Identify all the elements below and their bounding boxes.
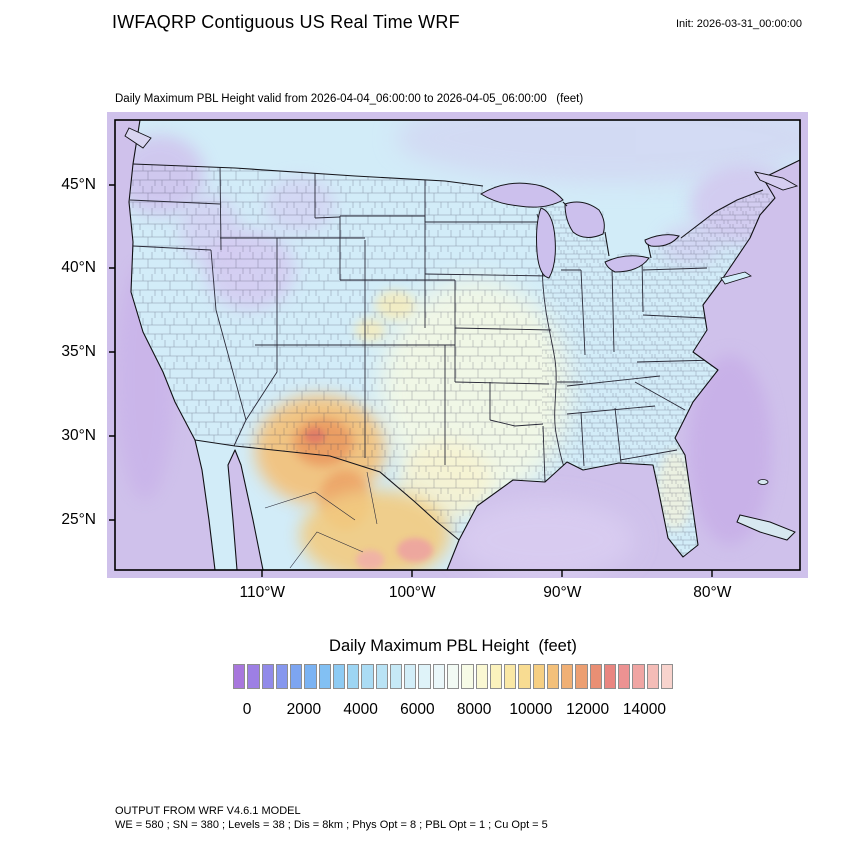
lat-tick-label: 25°N [61, 511, 96, 529]
long-island [720, 271, 752, 285]
colorbar-segment [532, 664, 545, 689]
colorbar-segment [347, 664, 360, 689]
colorbar-segment [461, 664, 474, 689]
colorbar-tick-label: 4000 [343, 701, 378, 718]
lon-tick-label: 80°W [693, 584, 732, 601]
nova-scotia [754, 171, 799, 191]
colorbar-segment [404, 664, 417, 689]
lake-michigan [536, 207, 556, 279]
colorbar-segment [332, 664, 346, 689]
colorbar-segment [561, 664, 574, 689]
lake-ontario [644, 234, 680, 247]
lake-superior [480, 182, 564, 208]
bahamas-island [757, 479, 769, 485]
model-footer: OUTPUT FROM WRF V4.6.1 MODEL WE = 580 ; … [115, 805, 548, 832]
colorbar-tick-label: 8000 [456, 701, 492, 718]
lat-tick-label: 30°N [61, 426, 96, 444]
colorbar-tick-label: 10000 [509, 701, 553, 718]
lake-huron [564, 201, 605, 238]
footer-line-1: OUTPUT FROM WRF V4.6.1 MODEL [115, 805, 301, 817]
gulf-light-patch [455, 500, 635, 580]
colorbar-segment [446, 664, 460, 689]
colorbar-segment [632, 664, 645, 689]
lon-tick-label: 100°W [388, 584, 436, 601]
colorbar-segment [589, 664, 602, 689]
map-figure [107, 112, 808, 580]
colorbar-segment [575, 664, 588, 689]
page-title: IWFAQRP Contiguous US Real Time WRF [112, 12, 460, 32]
init-timestamp: Init: 2026-03-31_00:00:00 [676, 18, 802, 30]
colorbar-segment [546, 664, 560, 689]
colorbar-segment [504, 664, 517, 689]
colorbar-segment [375, 664, 388, 689]
colorbar-segment [646, 664, 659, 689]
colorbar-segment [318, 664, 331, 689]
lon-tick-label: 90°W [543, 584, 582, 601]
colorbar-tick-labels: 0 2000 4000 6000 8000 10000 12000 14000 [233, 701, 673, 721]
lat-tick-marks [109, 184, 115, 521]
vancouver-island [124, 127, 152, 149]
great-lakes [480, 182, 680, 279]
mexico-border [194, 439, 460, 541]
map-frame [114, 119, 801, 571]
canada-border [132, 163, 764, 259]
lat-tick-label: 40°N [61, 259, 96, 277]
footer-line-2: WE = 580 ; SN = 380 ; Levels = 38 ; Dis … [115, 818, 548, 831]
colorbar-segment [304, 664, 317, 689]
colorbar-title: Daily Maximum PBL Height (feet) [329, 637, 577, 655]
lat-tick-label: 45°N [61, 175, 96, 193]
coastline [128, 119, 801, 571]
colorbar-segment [432, 664, 445, 689]
mexico-state-lines [264, 471, 378, 569]
colorbar-segment [247, 664, 260, 689]
colorbar-tick-label: 2000 [286, 701, 322, 718]
colorbar-segment [618, 664, 631, 689]
colorbar-segment [233, 664, 246, 689]
colorbar-segment [475, 664, 488, 689]
colorbar-tick-label: 6000 [400, 701, 435, 718]
colorbar-segment [389, 664, 403, 689]
state-boundaries [129, 165, 718, 483]
latitude-axis-labels: 45°N 40°N 35°N 30°N 25°N [50, 120, 102, 570]
colorbar-segment [660, 664, 674, 689]
colorbar-tick-label: 12000 [566, 701, 610, 718]
colorbar-segment [603, 664, 617, 689]
colorbar-tick-label: 14000 [622, 701, 666, 718]
colorbar-segment [361, 664, 374, 689]
lake-erie [604, 255, 650, 273]
colorbar-segment [418, 664, 431, 689]
cuba [736, 514, 796, 541]
lat-tick-label: 35°N [61, 343, 96, 361]
colorbar-tick-label: 0 [242, 701, 252, 718]
colorbar-segment [275, 664, 289, 689]
colorbar [233, 664, 674, 689]
lon-tick-marks [261, 570, 713, 577]
conus-map-svg [107, 112, 808, 580]
colorbar-segment [518, 664, 531, 689]
plot-subtitle: Daily Maximum PBL Height valid from 2026… [115, 93, 584, 105]
colorbar-segment [290, 664, 303, 689]
lon-tick-label: 110°W [239, 584, 286, 601]
colorbar-segment [489, 664, 503, 689]
colorbar-segment [261, 664, 274, 689]
longitude-axis-labels: 110°W 100°W 90°W 80°W [115, 584, 800, 606]
atlantic-purple-fringe [688, 355, 772, 545]
